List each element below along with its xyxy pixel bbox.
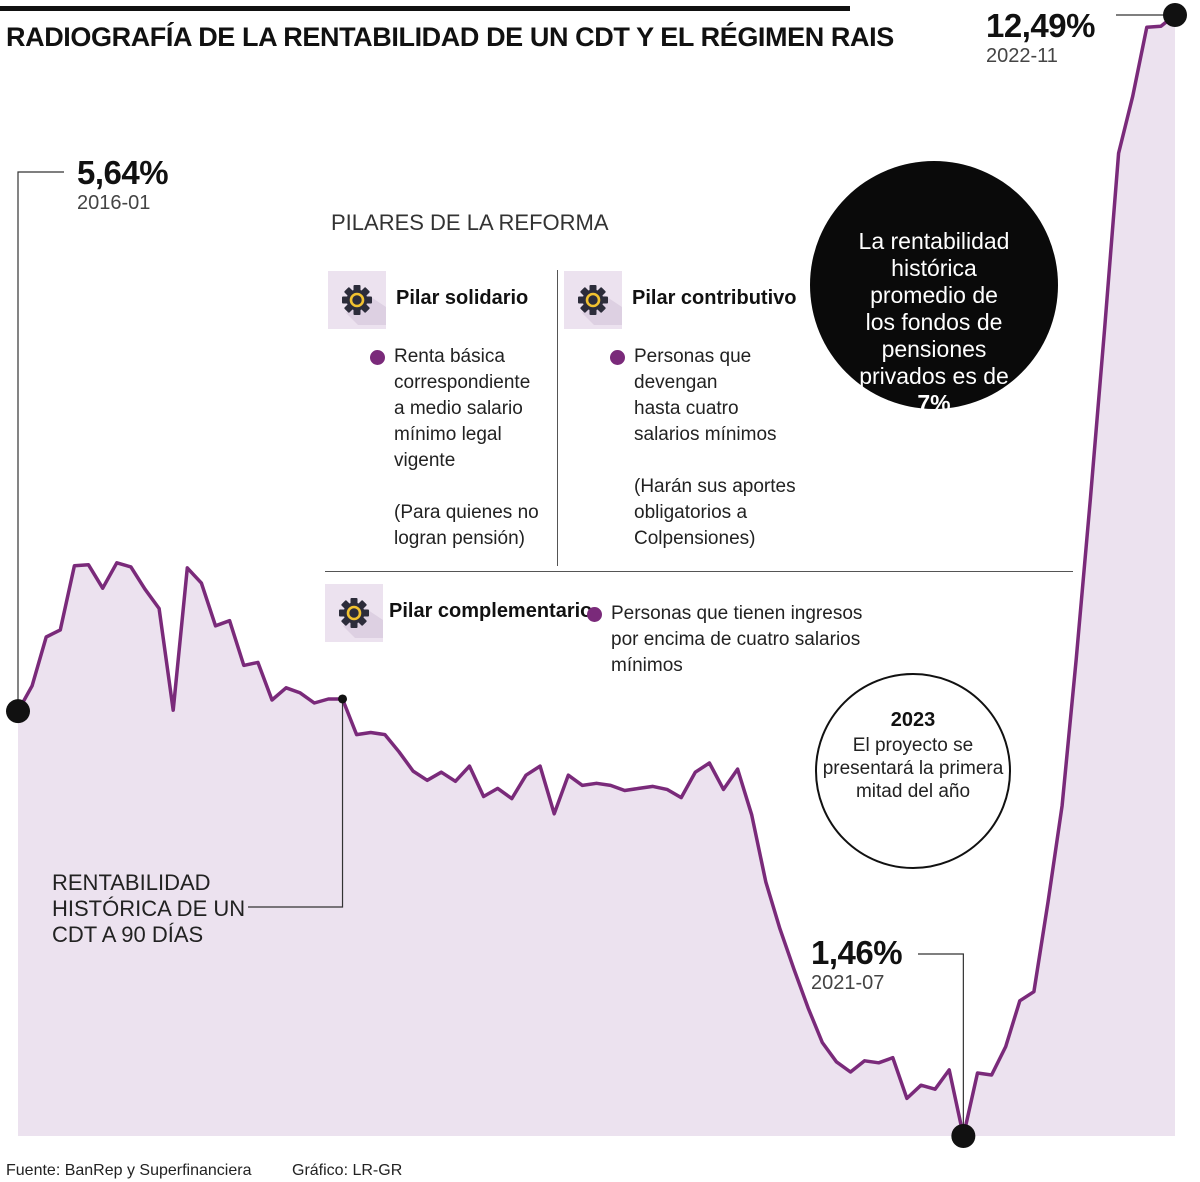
fondos-rentabilidad-circle: La rentabilidad histórica promedio de lo… (810, 161, 1058, 416)
pilar-solidario-text: Renta básica correspondiente a medio sal… (394, 346, 531, 471)
pilar-complementario-text: Personas que tienen ingresos por encima … (611, 603, 863, 676)
proyecto-year: 2023 (890, 709, 936, 731)
gear-icon (325, 584, 383, 642)
gear-icon (328, 271, 386, 329)
plot-area (6, 3, 1187, 1148)
end-point-marker (1163, 3, 1187, 27)
pilar-solidario-note: (Para quienes no logran pensión) (394, 502, 539, 549)
title-rule (0, 6, 850, 11)
pilar-solidario-bullet: Renta básica correspondiente a medio sal… (370, 344, 560, 552)
min-callout: 1,46% 2021-07 (811, 934, 903, 995)
pilares-title: PILARES DE LA REFORMA (331, 210, 609, 235)
credit-note: Gráfico: LR-GR (292, 1162, 403, 1179)
series-label: RENTABILIDAD HISTÓRICA DE UN CDT A 90 DÍ… (52, 870, 246, 947)
min-value-label: 1,46% (811, 934, 903, 971)
fondos-rentabilidad-text-block: La rentabilidad histórica promedio de lo… (830, 201, 1038, 444)
pilar-solidario-name: Pilar solidario (396, 287, 529, 309)
start-date-label: 2016-01 (77, 192, 151, 214)
pilar-contributivo-name: Pilar contributivo (632, 287, 797, 309)
bullet-dot (370, 350, 385, 365)
proyecto-2023-circle: 2023 El proyecto se presentará la primer… (815, 673, 1011, 869)
fondos-rentabilidad-text: La rentabilidad histórica promedio de lo… (858, 228, 1010, 389)
start-value-label: 5,64% (77, 154, 169, 191)
series-label-marker (338, 694, 348, 704)
end-callout: 12,49% 2022-11 (986, 8, 1095, 68)
start-point-marker (6, 699, 30, 724)
bullet-dot (587, 607, 602, 622)
min-date-label: 2021-07 (811, 972, 885, 994)
gear-icon (564, 271, 622, 329)
pilar-complementario-bullet: Personas que tienen ingresos por encima … (587, 601, 877, 679)
min-point-marker (951, 1124, 976, 1148)
chart-title: RADIOGRAFÍA DE LA RENTABILIDAD DE UN CDT… (6, 22, 894, 52)
series-label-leader-line (248, 698, 344, 908)
series-area (18, 15, 1175, 1136)
pilares-horizontal-divider (325, 571, 1073, 572)
start-leader-line (17, 171, 64, 712)
fondos-rentabilidad-highlight: 7% (917, 390, 951, 416)
end-value-label: 12,49% (986, 7, 1095, 44)
pilares-vertical-divider (557, 270, 558, 566)
start-callout: 5,64% 2016-01 (77, 154, 169, 215)
pilar-contributivo-note: (Harán sus aportes obligatorios a Colpen… (634, 476, 796, 549)
source-note: Fuente: BanRep y Superfinanciera (6, 1162, 252, 1179)
pilar-contributivo-text: Personas que devengan hasta cuatro salar… (634, 346, 777, 445)
proyecto-text: El proyecto se presentará la primera mit… (822, 735, 1004, 802)
end-date-label: 2022-11 (986, 45, 1058, 67)
series-line (16, 13, 1177, 1138)
pilar-contributivo-bullet: Personas que devengan hasta cuatro salar… (610, 344, 810, 552)
pilar-complementario-name: Pilar complementario (389, 600, 593, 622)
bullet-dot (610, 350, 625, 365)
min-leader-line (918, 953, 964, 1136)
